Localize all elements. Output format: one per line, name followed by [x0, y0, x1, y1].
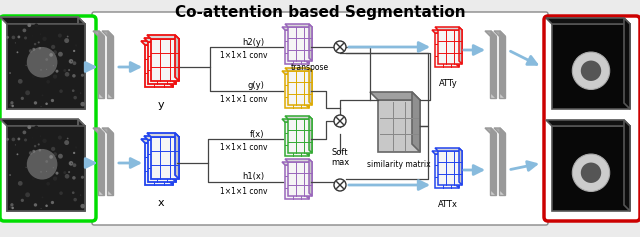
- Circle shape: [71, 163, 72, 164]
- Polygon shape: [285, 165, 309, 199]
- Polygon shape: [282, 27, 309, 30]
- Polygon shape: [7, 126, 85, 211]
- Circle shape: [68, 59, 74, 64]
- Polygon shape: [309, 68, 312, 105]
- Polygon shape: [500, 31, 505, 98]
- Polygon shape: [282, 71, 309, 74]
- Polygon shape: [148, 140, 176, 182]
- Circle shape: [9, 174, 11, 176]
- Polygon shape: [285, 74, 309, 108]
- Polygon shape: [499, 133, 505, 195]
- Polygon shape: [7, 126, 85, 211]
- Circle shape: [17, 51, 19, 53]
- Polygon shape: [490, 133, 496, 195]
- Circle shape: [572, 52, 610, 89]
- Circle shape: [72, 89, 75, 92]
- Circle shape: [334, 41, 346, 53]
- Circle shape: [51, 201, 54, 204]
- Circle shape: [334, 115, 346, 127]
- Polygon shape: [145, 143, 173, 185]
- Circle shape: [18, 79, 22, 84]
- Polygon shape: [107, 133, 113, 195]
- Circle shape: [20, 199, 24, 202]
- Polygon shape: [172, 38, 176, 84]
- Circle shape: [20, 97, 24, 100]
- Circle shape: [53, 152, 57, 156]
- Polygon shape: [144, 38, 176, 42]
- Polygon shape: [288, 119, 312, 153]
- Polygon shape: [491, 128, 496, 195]
- Polygon shape: [169, 139, 173, 185]
- Circle shape: [63, 171, 67, 174]
- Circle shape: [15, 42, 16, 43]
- Circle shape: [35, 125, 38, 129]
- Circle shape: [34, 203, 37, 207]
- Polygon shape: [288, 71, 312, 105]
- Polygon shape: [0, 119, 85, 126]
- Circle shape: [65, 174, 69, 179]
- Polygon shape: [459, 27, 462, 64]
- Polygon shape: [499, 36, 505, 98]
- Circle shape: [24, 138, 27, 141]
- Polygon shape: [306, 119, 309, 156]
- Polygon shape: [99, 31, 104, 98]
- Text: g(y): g(y): [247, 82, 264, 91]
- Circle shape: [6, 138, 9, 141]
- Polygon shape: [282, 119, 309, 122]
- Circle shape: [25, 192, 30, 197]
- Circle shape: [24, 36, 27, 40]
- Polygon shape: [456, 151, 459, 188]
- Circle shape: [81, 176, 84, 179]
- Polygon shape: [552, 24, 630, 109]
- Circle shape: [68, 161, 74, 166]
- Circle shape: [34, 43, 36, 45]
- Circle shape: [29, 151, 33, 155]
- Circle shape: [34, 145, 36, 147]
- Polygon shape: [108, 128, 113, 195]
- Circle shape: [65, 72, 69, 77]
- Circle shape: [71, 61, 72, 62]
- Circle shape: [67, 138, 68, 139]
- Circle shape: [46, 171, 47, 172]
- Circle shape: [40, 208, 42, 209]
- Polygon shape: [285, 116, 312, 119]
- Polygon shape: [370, 92, 420, 100]
- Polygon shape: [148, 42, 176, 84]
- Circle shape: [42, 37, 47, 41]
- Circle shape: [581, 60, 601, 81]
- Polygon shape: [141, 139, 173, 143]
- Text: transpose: transpose: [291, 64, 329, 73]
- Polygon shape: [491, 31, 496, 98]
- Circle shape: [38, 149, 41, 151]
- Polygon shape: [151, 39, 179, 81]
- Circle shape: [81, 74, 84, 77]
- Polygon shape: [145, 45, 173, 87]
- Circle shape: [80, 195, 81, 196]
- Circle shape: [12, 36, 15, 39]
- Polygon shape: [99, 128, 104, 195]
- Circle shape: [68, 69, 70, 71]
- Circle shape: [53, 74, 57, 79]
- Polygon shape: [432, 30, 459, 33]
- Circle shape: [49, 53, 53, 57]
- Circle shape: [18, 181, 22, 186]
- Circle shape: [58, 136, 62, 140]
- Polygon shape: [285, 24, 312, 27]
- Circle shape: [81, 102, 85, 106]
- Polygon shape: [175, 133, 179, 179]
- Polygon shape: [144, 136, 176, 140]
- Polygon shape: [412, 92, 420, 152]
- Circle shape: [60, 191, 63, 195]
- Circle shape: [52, 65, 54, 66]
- Circle shape: [38, 41, 40, 43]
- Polygon shape: [306, 71, 309, 108]
- Polygon shape: [288, 162, 312, 196]
- Text: x: x: [157, 198, 164, 208]
- Circle shape: [45, 58, 48, 61]
- Polygon shape: [285, 68, 312, 71]
- Circle shape: [9, 205, 12, 208]
- Polygon shape: [285, 159, 312, 162]
- Polygon shape: [438, 151, 462, 185]
- Circle shape: [42, 139, 47, 143]
